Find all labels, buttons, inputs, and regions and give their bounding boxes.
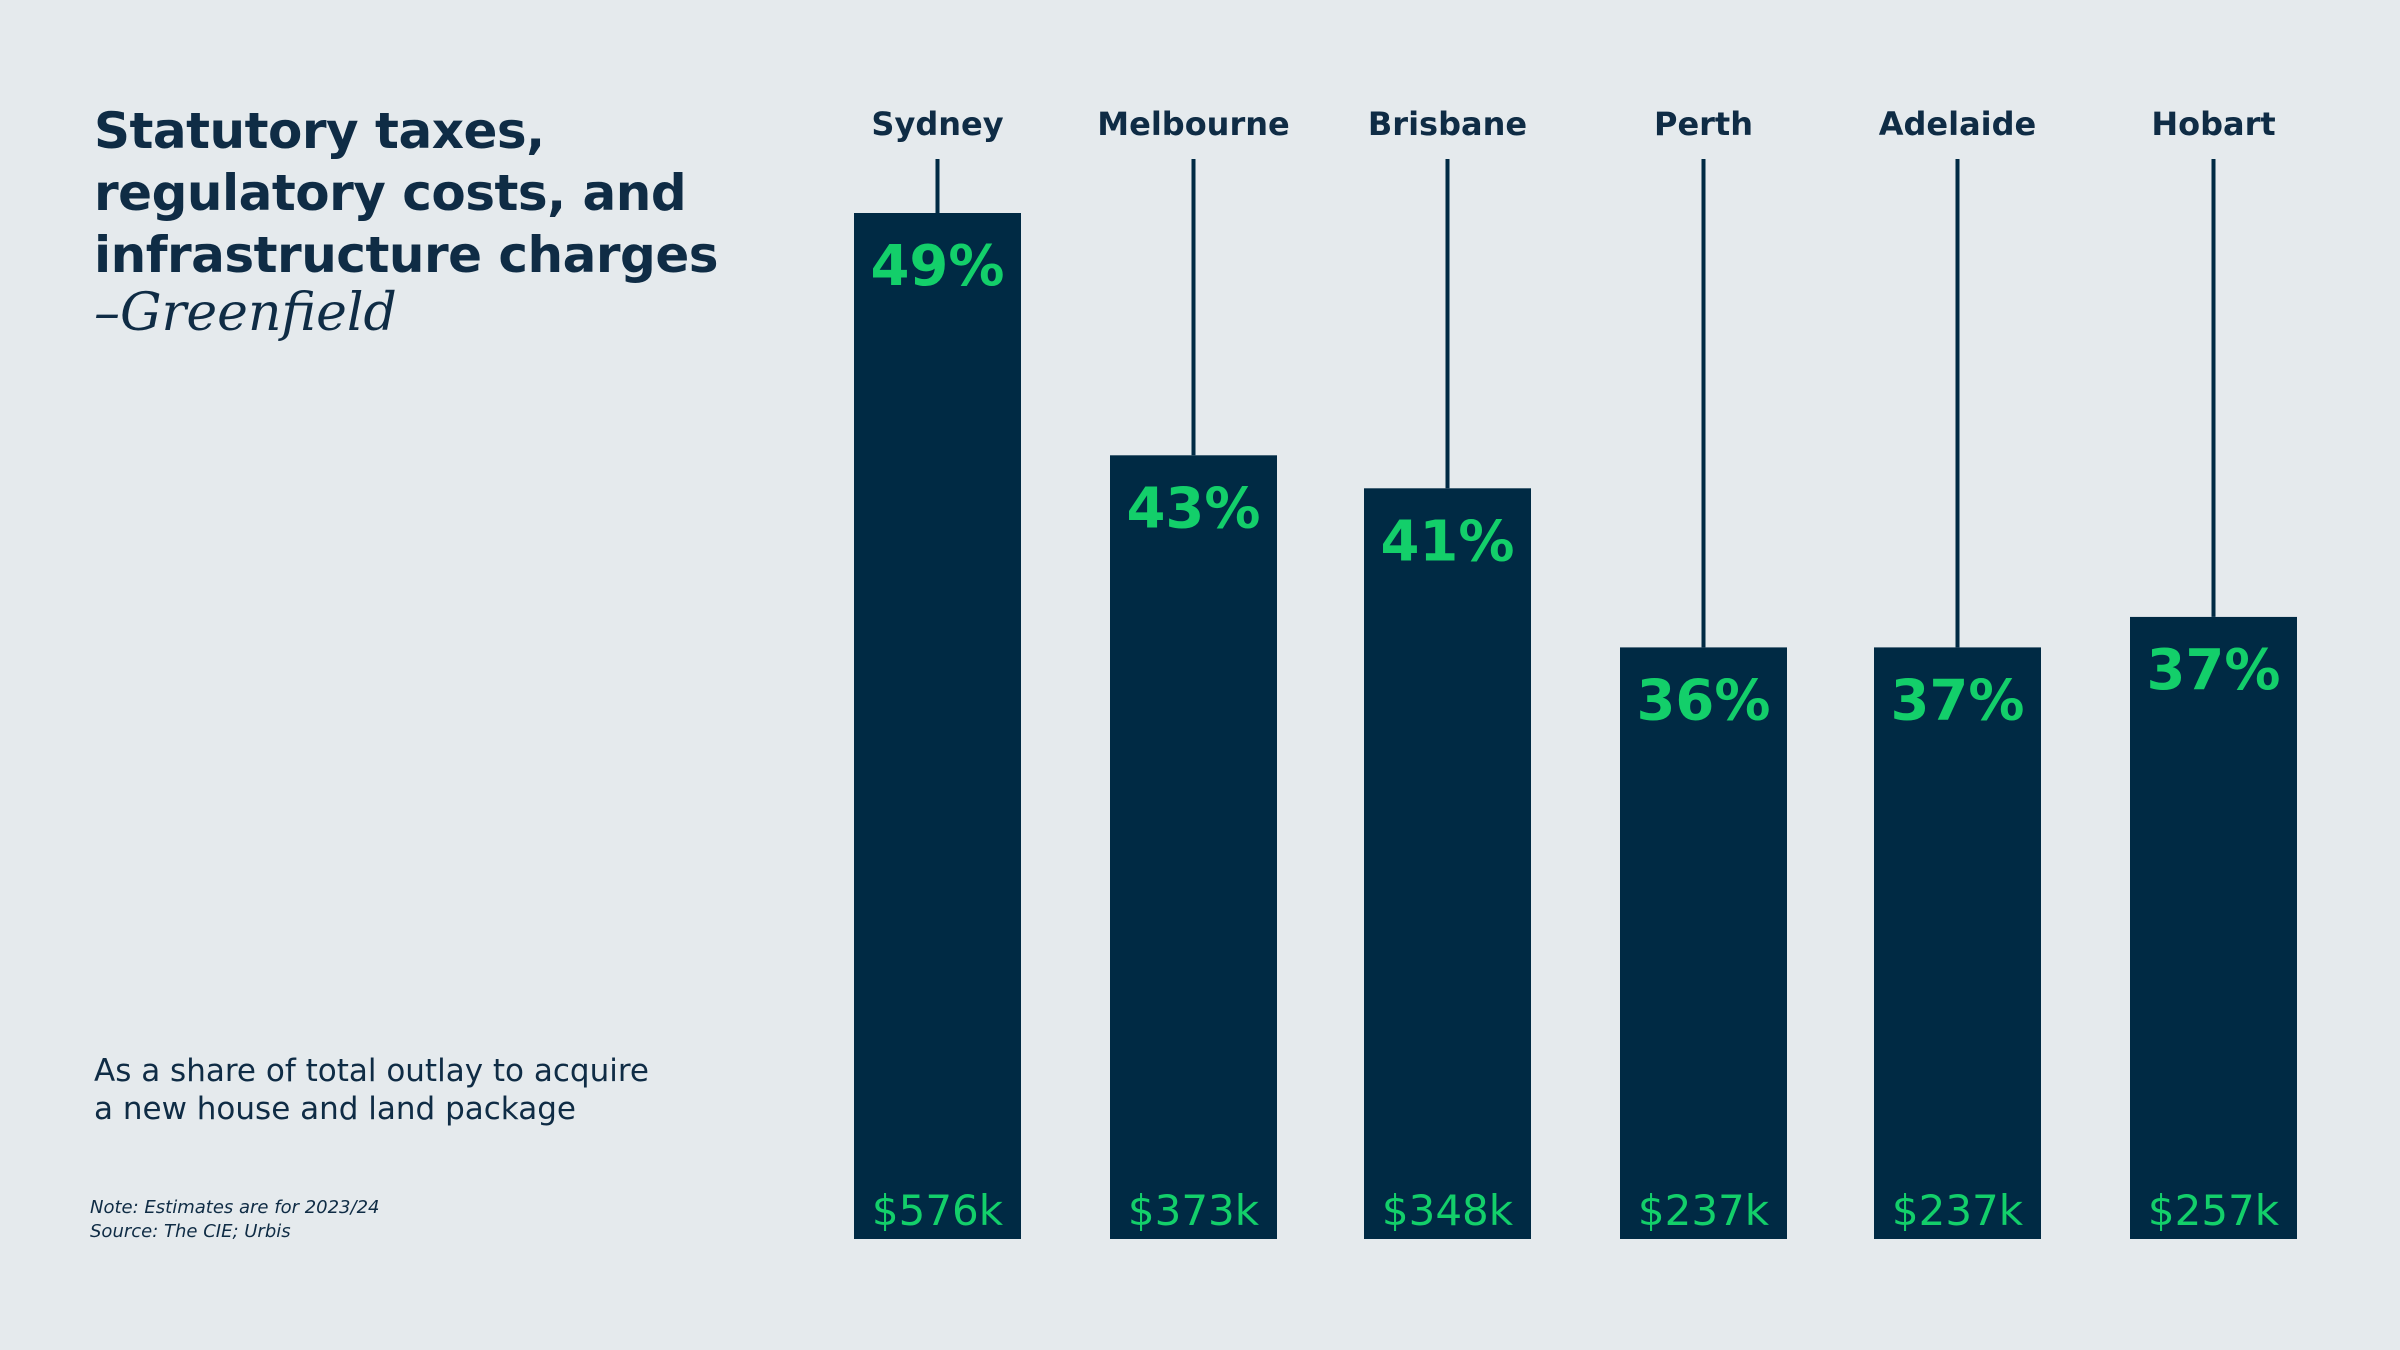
percent-label: 41% bbox=[1380, 509, 1514, 574]
bar-perth bbox=[1620, 647, 1787, 1239]
amount-label: $237k bbox=[1892, 1186, 2024, 1235]
category-label: Perth bbox=[1654, 105, 1753, 143]
title-greenfield: –Greenfield bbox=[94, 283, 397, 343]
title-line-3: infrastructure charges bbox=[94, 226, 719, 284]
footnote: Note: Estimates are for 2023/24 Source: … bbox=[90, 1196, 379, 1244]
category-label: Hobart bbox=[2151, 105, 2275, 143]
bar-brisbane bbox=[1364, 488, 1531, 1239]
title-line-1: Statutory taxes, bbox=[94, 102, 545, 160]
amount-label: $576k bbox=[872, 1186, 1004, 1235]
amount-label: $373k bbox=[1128, 1186, 1260, 1235]
category-label: Sydney bbox=[871, 105, 1003, 143]
category-label: Melbourne bbox=[1097, 105, 1289, 143]
bar-sydney bbox=[854, 213, 1021, 1239]
bar-melbourne bbox=[1110, 455, 1277, 1239]
category-label: Brisbane bbox=[1368, 105, 1527, 143]
percent-label: 37% bbox=[2146, 638, 2280, 703]
title-line-2: regulatory costs, and bbox=[94, 164, 687, 222]
note-text: Note: Estimates are for 2023/24 bbox=[90, 1197, 380, 1218]
amount-label: $237k bbox=[1638, 1186, 1770, 1235]
percent-label: 36% bbox=[1636, 668, 1770, 733]
description-line-1: As a share of total outlay to acquire bbox=[94, 1053, 649, 1089]
source-text: Source: The CIE; Urbis bbox=[90, 1221, 291, 1242]
percent-label: 43% bbox=[1126, 476, 1260, 541]
percent-label: 37% bbox=[1890, 668, 2024, 733]
amount-label: $257k bbox=[2148, 1186, 2280, 1235]
percent-label: 49% bbox=[870, 234, 1004, 299]
chart-title: Statutory taxes, regulatory costs, and i… bbox=[94, 100, 794, 286]
chart-description: As a share of total outlay to acquire a … bbox=[94, 1052, 649, 1128]
amount-label: $348k bbox=[1382, 1186, 1514, 1235]
description-line-2: a new house and land package bbox=[94, 1091, 576, 1127]
bar-hobart bbox=[2130, 616, 2297, 1239]
bar-adelaide bbox=[1874, 647, 2041, 1239]
category-label: Adelaide bbox=[1879, 105, 2037, 143]
